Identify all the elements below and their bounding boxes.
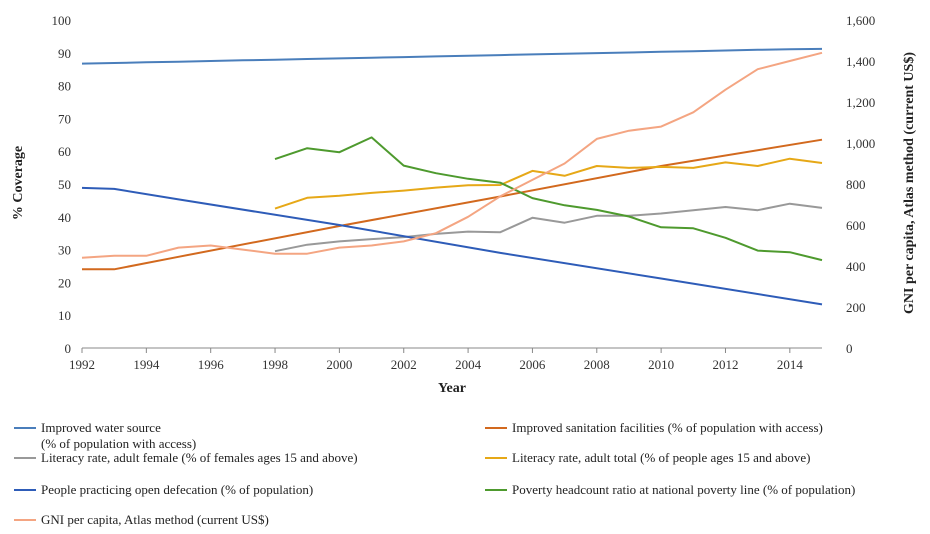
legend-label-6: GNI per capita, Atlas method (current US… (41, 512, 269, 527)
series-layer (81, 47, 823, 306)
y-right-tick-label: 600 (846, 218, 866, 233)
y-left-tick-label: 80 (58, 79, 71, 94)
x-tick-label: 2012 (712, 357, 738, 372)
y-left-tick-label: 10 (58, 308, 71, 323)
series-line-1 (82, 138, 823, 271)
y-left-tick-label: 50 (58, 177, 71, 192)
y-right-tick-label: 1,200 (846, 95, 875, 110)
y-left-tick-label: 100 (52, 13, 72, 28)
y-right-tick-label: 400 (846, 259, 866, 274)
y-right-tick-label: 800 (846, 177, 866, 192)
legend: Improved water source(% of population wi… (14, 420, 855, 527)
series-line-6 (81, 51, 823, 259)
legend-label-5: Poverty headcount ratio at national pove… (512, 482, 855, 497)
y-axis-left-title: % Coverage (11, 146, 26, 220)
y-left-tick-label: 90 (58, 46, 71, 61)
x-tick-label: 1996 (198, 357, 225, 372)
y-axis-right-title: GNI per capita, Atlas method (current US… (902, 52, 917, 314)
legend-label-4: People practicing open defecation (% of … (41, 482, 313, 497)
y-right-tick-label: 1,400 (846, 54, 875, 69)
y-right-tick-label: 1,000 (846, 136, 875, 151)
x-tick-label: 2008 (584, 357, 610, 372)
x-tick-label: 1994 (133, 357, 160, 372)
x-tick-label: 2004 (455, 357, 482, 372)
legend-label-3: Literacy rate, adult total (% of people … (512, 450, 811, 465)
legend-label-2: Literacy rate, adult female (% of female… (41, 450, 358, 465)
y-left-tick-label: 60 (58, 144, 71, 159)
y-left-tick-label: 40 (58, 210, 71, 225)
x-tick-label: 2006 (519, 357, 546, 372)
legend-label-0-line2: (% of population with access) (41, 436, 196, 451)
legend-label-0: Improved water source (41, 420, 161, 435)
y-right-tick-label: 200 (846, 300, 866, 315)
legend-label-1: Improved sanitation facilities (% of pop… (512, 420, 823, 435)
x-tick-label: 2000 (326, 357, 352, 372)
x-tick-label: 2014 (777, 357, 804, 372)
axes-layer: 1992 1994 1996 1998 2000 2002 2004 2006 2008 2010… (52, 13, 876, 372)
series-line-3 (274, 157, 823, 210)
series-line-2 (274, 202, 823, 253)
y-right-tick-label: 1,600 (846, 13, 875, 28)
series-line-0 (81, 47, 823, 65)
series-line-5 (274, 136, 823, 262)
x-tick-label: 2010 (648, 357, 674, 372)
y-right-tick-label: 0 (846, 341, 853, 356)
x-tick-label: 1992 (69, 357, 95, 372)
series-line-4 (81, 186, 823, 306)
y-left-tick-label: 70 (58, 111, 71, 126)
y-left-tick-label: 30 (58, 243, 71, 258)
x-tick-label: 1998 (262, 357, 288, 372)
y-left-tick-label: 20 (58, 275, 71, 290)
x-axis-title: Year (438, 381, 466, 396)
y-left-tick-label: 0 (65, 341, 72, 356)
x-tick-label: 2002 (391, 357, 417, 372)
